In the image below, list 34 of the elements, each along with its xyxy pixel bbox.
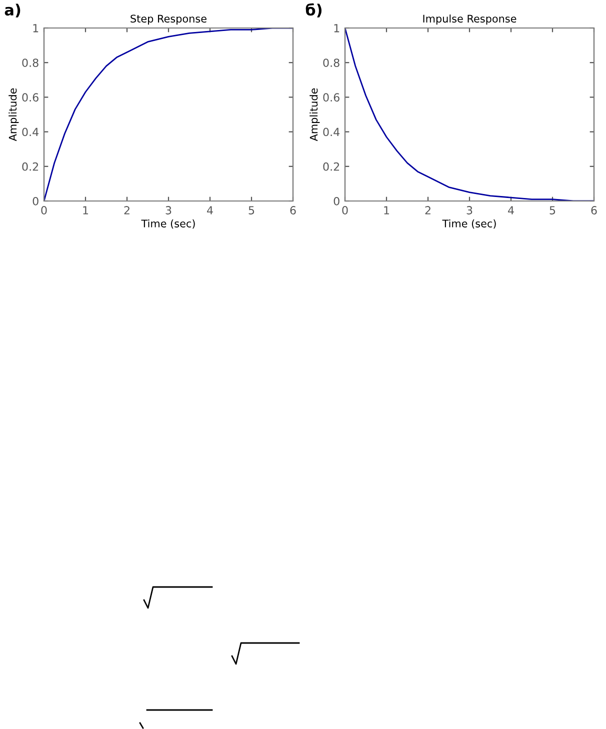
y-tick-label: 0.4 bbox=[323, 128, 340, 136]
chart-title: Step Response bbox=[130, 14, 206, 25]
y-tick-label: 0.2 bbox=[323, 162, 340, 171]
text: б) bbox=[306, 3, 322, 18]
y-tick-label: 0.2 bbox=[22, 162, 38, 171]
x-tick-label: 2 bbox=[124, 206, 130, 214]
y-tick-label: 0 bbox=[334, 196, 340, 206]
y-tick-label: 0.8 bbox=[323, 58, 340, 67]
x-tick-label: 0 bbox=[342, 206, 348, 214]
y-tick-label: 0.8 bbox=[22, 58, 38, 67]
y-axis-title: Amplitude bbox=[8, 88, 19, 142]
text: а) bbox=[4, 4, 20, 18]
y-axis-title: Amplitude bbox=[310, 88, 320, 142]
x-tick-label: 5 bbox=[550, 206, 556, 214]
x-tick-label: 6 bbox=[591, 206, 597, 214]
chart-title: Impulse Response bbox=[423, 14, 516, 25]
x-axis-title: Time (sec) bbox=[442, 219, 496, 229]
x-tick-label: 4 bbox=[207, 206, 213, 214]
x-tick-label: 2 bbox=[425, 206, 430, 214]
x-tick-label: 1 bbox=[384, 206, 390, 214]
x-tick-label: 6 bbox=[290, 206, 296, 214]
y-tick-label: 0.6 bbox=[22, 93, 38, 102]
x-tick-label: 1 bbox=[83, 206, 88, 214]
y-tick-label: 1 bbox=[334, 24, 340, 32]
x-axis-title: Time (sec) bbox=[141, 219, 195, 229]
x-tick-label: 4 bbox=[508, 206, 514, 214]
x-tick-label: 3 bbox=[166, 206, 172, 214]
x-tick-label: 5 bbox=[248, 206, 254, 214]
y-tick-label: 0 bbox=[32, 196, 38, 206]
x-tick-label: 0 bbox=[41, 206, 47, 214]
y-tick-label: 0.6 bbox=[323, 93, 340, 102]
y-tick-label: 0.4 bbox=[22, 128, 39, 136]
y-tick-label: 1 bbox=[33, 24, 38, 32]
x-tick-label: 3 bbox=[466, 206, 472, 214]
